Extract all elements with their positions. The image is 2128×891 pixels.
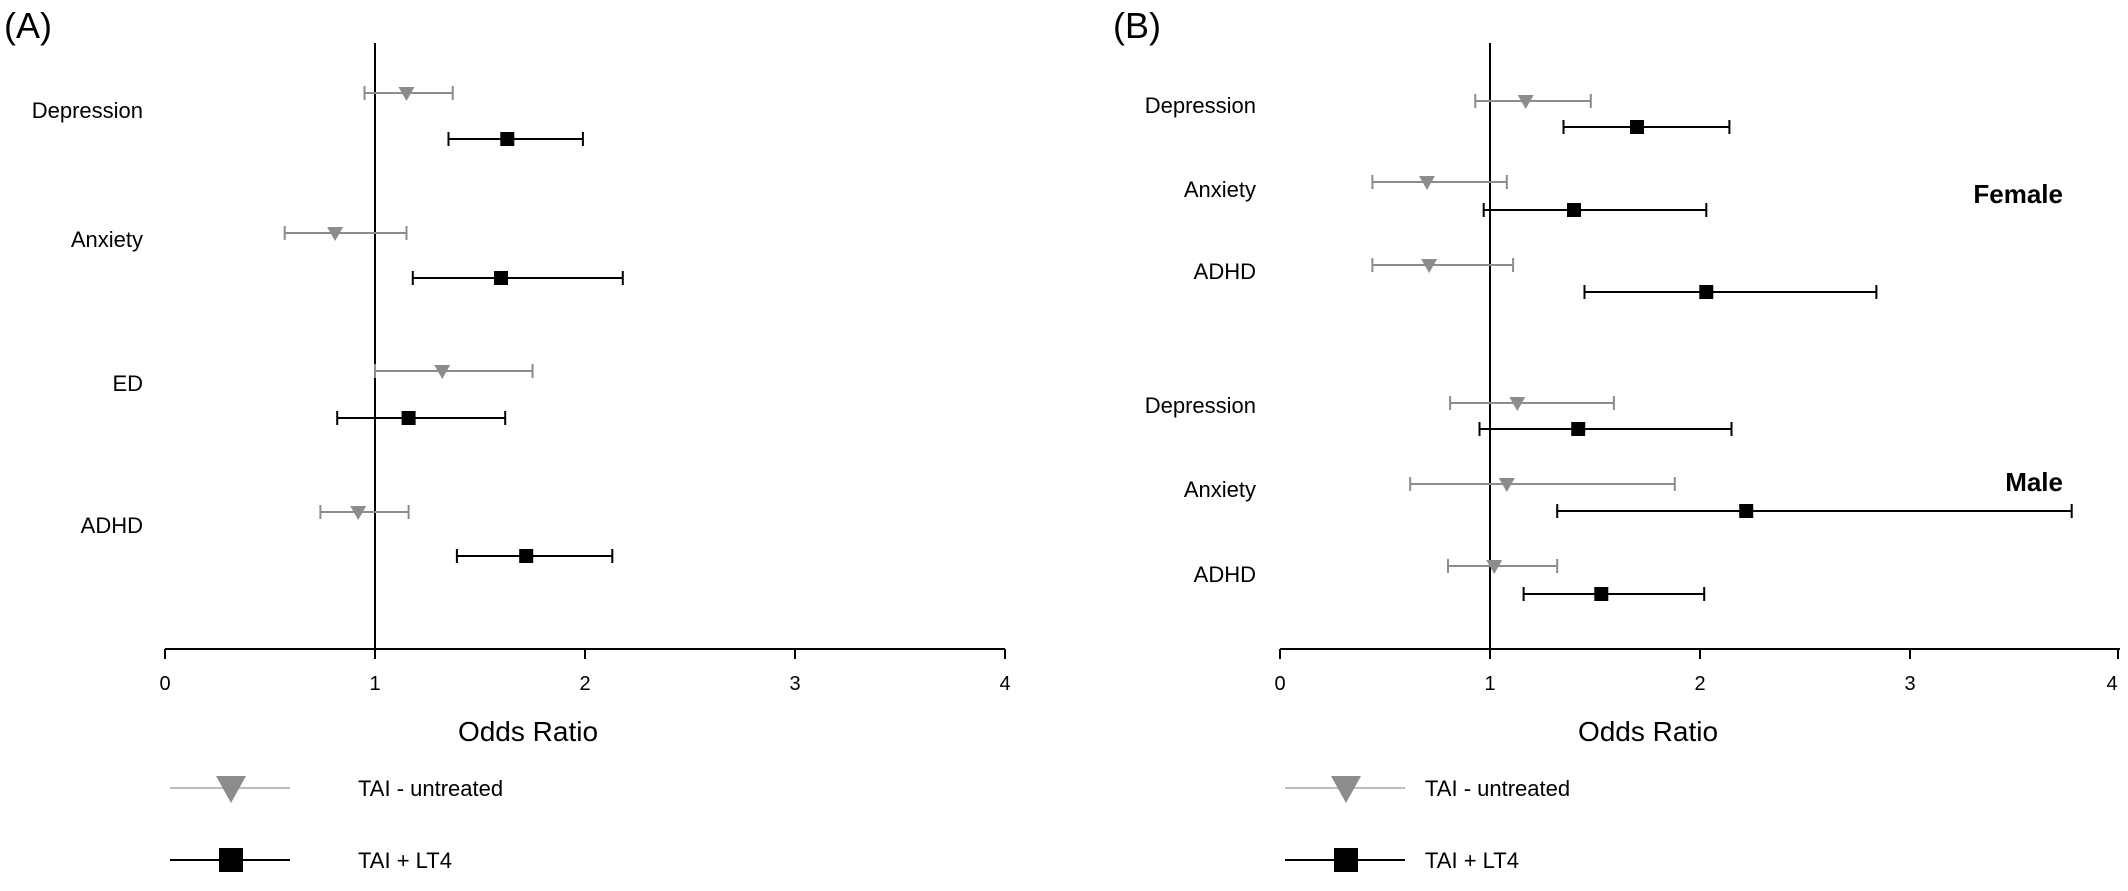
x-tick-label: 3: [789, 673, 800, 695]
legend-item-untreated: TAI - untreated: [170, 776, 503, 803]
row-label-ed: ED: [112, 371, 143, 396]
point-estimate-square: [1567, 203, 1581, 217]
point-estimate-triangle: [1421, 259, 1438, 273]
legend-label: TAI - untreated: [358, 776, 503, 801]
row-label-male-depression: Depression: [1145, 393, 1256, 418]
legend: TAI - untreated TAI + LT4: [170, 776, 503, 873]
panel-label: (B): [1113, 5, 1161, 46]
row-label-male-adhd: ADHD: [1194, 562, 1256, 587]
point-estimate-triangle: [327, 227, 344, 241]
legend-label: TAI + LT4: [1425, 848, 1519, 873]
legend-item-untreated: TAI - untreated: [1285, 776, 1570, 803]
plot-marks: [283, 86, 624, 563]
x-tick-label: 1: [369, 673, 380, 695]
legend-label: TAI + LT4: [358, 848, 452, 873]
panel-a: (A) Depression Anxiety ED ADHD 0 1 2 3 4…: [4, 5, 1011, 873]
point-estimate-square: [1699, 285, 1714, 299]
panel-label: (A): [4, 5, 52, 46]
point-estimate-triangle: [1419, 176, 1435, 190]
point-estimate-square: [401, 411, 416, 425]
x-tick-label: 0: [1274, 673, 1285, 695]
x-axis-label: Odds Ratio: [458, 716, 598, 747]
triangle-down-icon: [216, 776, 246, 803]
point-estimate-square: [1630, 120, 1644, 134]
triangle-down-icon: [1331, 776, 1361, 803]
point-estimate-triangle: [1486, 560, 1503, 574]
point-estimate-triangle: [434, 365, 451, 379]
legend-item-lt4: TAI + LT4: [170, 848, 452, 873]
row-label-male-anxiety: Anxiety: [1184, 477, 1256, 502]
point-estimate-square: [494, 271, 508, 285]
x-tick-label: 4: [999, 673, 1010, 695]
x-ticks: 0 1 2 3 4: [159, 649, 1011, 695]
square-icon: [1334, 848, 1358, 872]
point-estimate-square: [519, 549, 534, 563]
row-label-female-adhd: ADHD: [1194, 259, 1256, 284]
point-estimate-triangle: [350, 506, 367, 520]
legend-item-lt4: TAI + LT4: [1285, 848, 1519, 873]
x-tick-label: 3: [1904, 673, 1915, 695]
panel-b: (B) Depression Anxiety ADHD Depression A…: [1113, 5, 2120, 873]
point-estimate-triangle: [1498, 478, 1515, 492]
point-estimate-triangle: [398, 87, 415, 101]
x-axis-label: Odds Ratio: [1578, 716, 1718, 747]
point-estimate-square: [1739, 504, 1754, 518]
row-label-female-depression: Depression: [1145, 93, 1256, 118]
legend: TAI - untreated TAI + LT4: [1285, 776, 1570, 873]
x-tick-label: 2: [1694, 673, 1705, 695]
x-tick-label: 0: [159, 673, 170, 695]
group-title-female: Female: [1973, 179, 2063, 209]
x-ticks: 0 1 2 3 4: [1274, 649, 2119, 695]
point-estimate-square: [500, 132, 515, 146]
x-tick-label: 2: [579, 673, 590, 695]
row-label-depression: Depression: [32, 98, 143, 123]
plot-marks: [1371, 94, 2073, 601]
group-title-male: Male: [2005, 467, 2063, 497]
point-estimate-square: [1594, 587, 1609, 601]
row-label-adhd: ADHD: [81, 513, 143, 538]
legend-label: TAI - untreated: [1425, 776, 1570, 801]
point-estimate-square: [1571, 422, 1586, 436]
x-tick-label: 1: [1484, 673, 1495, 695]
x-tick-label: 4: [2106, 673, 2117, 695]
row-label-anxiety: Anxiety: [71, 227, 143, 252]
point-estimate-triangle: [1509, 397, 1526, 411]
square-icon: [219, 848, 243, 872]
row-label-female-anxiety: Anxiety: [1184, 177, 1256, 202]
point-estimate-triangle: [1517, 95, 1534, 109]
